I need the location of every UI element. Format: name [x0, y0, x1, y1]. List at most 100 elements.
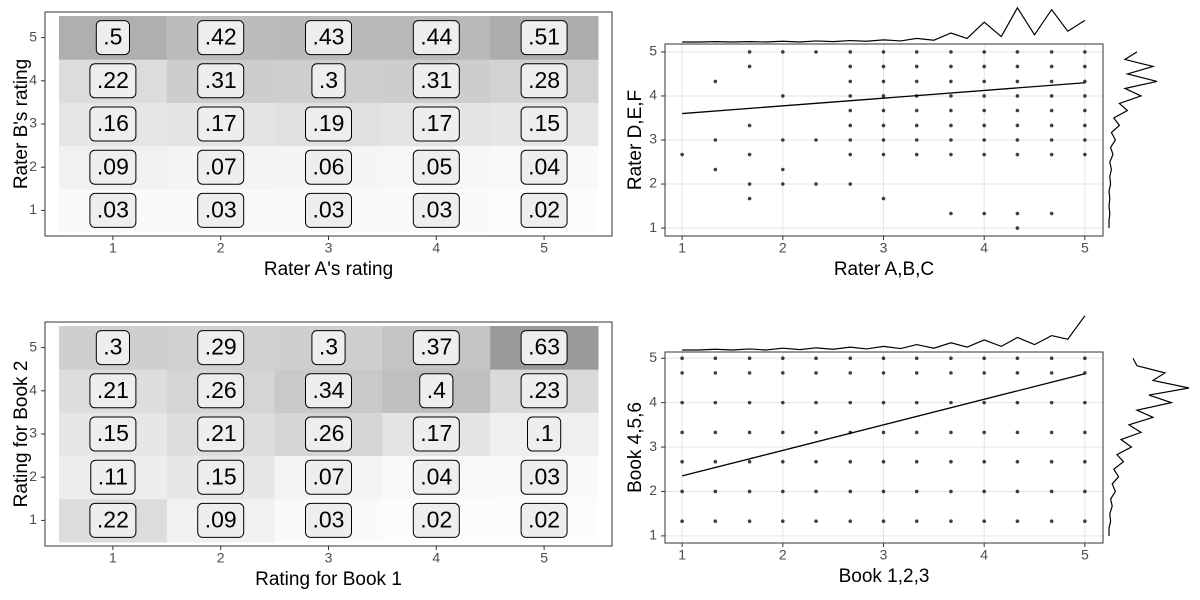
- x-tick-label: 5: [540, 240, 548, 256]
- cell-label-group: .09: [89, 149, 137, 185]
- point: [982, 64, 986, 69]
- label-box: [412, 502, 460, 538]
- point: [949, 211, 953, 216]
- point: [1083, 519, 1087, 524]
- point: [814, 50, 818, 54]
- point: [949, 79, 953, 84]
- point: [881, 371, 886, 375]
- cell-label-group: .26: [197, 373, 245, 409]
- x-tick-label: 1: [109, 550, 117, 566]
- y-tick-label: 2: [29, 158, 37, 174]
- label-box: [197, 20, 245, 56]
- point: [914, 400, 919, 405]
- point: [881, 123, 886, 128]
- point: [848, 123, 853, 128]
- cell-label: .03: [420, 196, 452, 222]
- point: [881, 400, 886, 405]
- cell-label-group: .22: [89, 63, 137, 99]
- cell-label: .21: [205, 420, 237, 446]
- point: [747, 356, 752, 361]
- trend-line: [682, 82, 1085, 115]
- x-tick-label: 4: [432, 240, 440, 256]
- label-box: [412, 20, 460, 56]
- label-box: [412, 63, 460, 99]
- x-axis-title: Rater A,B,C: [834, 259, 934, 280]
- x-tick-label: 1: [678, 240, 686, 256]
- x-tick-label: 1: [678, 547, 686, 563]
- cell-label-group: .34: [305, 373, 352, 409]
- point: [814, 356, 818, 361]
- x-tick-label: 5: [1081, 240, 1089, 256]
- cell-label-group: .22: [89, 502, 137, 538]
- cell-label-group: .42: [197, 20, 245, 56]
- label-box: [89, 149, 137, 185]
- point: [1083, 123, 1087, 128]
- label-box: [412, 416, 460, 452]
- cell-label-group: .1: [527, 416, 562, 452]
- cell-label: .15: [97, 420, 129, 446]
- cell-label-group: .04: [412, 459, 460, 495]
- cell-label: .04: [528, 153, 560, 179]
- cell-label-group: .17: [412, 106, 460, 142]
- point: [781, 489, 785, 494]
- y-tick-label: 5: [649, 43, 657, 59]
- point: [713, 138, 718, 142]
- point: [1049, 211, 1054, 216]
- label-box: [197, 192, 245, 228]
- cell-label: .3: [319, 334, 338, 360]
- point: [680, 371, 684, 375]
- cell-label: .15: [205, 463, 237, 489]
- point: [747, 400, 752, 405]
- point: [1049, 79, 1054, 84]
- label-box: [305, 416, 352, 452]
- cell-label: .42: [205, 24, 237, 50]
- cell-label: .17: [205, 110, 237, 136]
- label-box: [520, 373, 568, 409]
- point: [982, 371, 986, 375]
- point: [1049, 430, 1054, 435]
- point: [1049, 64, 1054, 69]
- cell-label: .3: [319, 67, 338, 93]
- point: [914, 519, 919, 524]
- point: [1015, 489, 1020, 494]
- x-tick-label: 2: [779, 547, 787, 563]
- point: [680, 519, 684, 524]
- cell-label-group: .5: [95, 20, 130, 56]
- point: [781, 182, 785, 186]
- cell-label: .21: [97, 377, 129, 403]
- cell-label: .4: [427, 377, 446, 403]
- point: [1083, 459, 1087, 464]
- point: [1049, 356, 1054, 361]
- point: [848, 519, 853, 524]
- point: [747, 152, 752, 157]
- point: [1015, 79, 1020, 84]
- cell-label: .37: [420, 334, 452, 360]
- point: [713, 519, 718, 524]
- cell-label-group: .03: [305, 192, 352, 228]
- point: [848, 356, 853, 361]
- x-axis-title: Rating for Book 1: [255, 569, 402, 590]
- point: [949, 108, 953, 113]
- point: [848, 94, 853, 98]
- y-tick-label: 3: [649, 131, 657, 147]
- cell-label: .07: [205, 153, 237, 179]
- cell-label: .31: [205, 67, 237, 93]
- y-tick-label: 3: [649, 438, 657, 454]
- point: [1049, 123, 1054, 128]
- point: [982, 430, 986, 435]
- point: [848, 371, 853, 375]
- cell-label-group: .09: [197, 502, 245, 538]
- point: [949, 519, 953, 524]
- label-box: [520, 502, 568, 538]
- point: [1015, 64, 1020, 69]
- point: [680, 430, 684, 435]
- point: [982, 138, 986, 142]
- cell-label-group: .44: [412, 20, 460, 56]
- cell-label: .07: [313, 463, 345, 489]
- label-box: [520, 106, 568, 142]
- cell-label: .05: [420, 153, 452, 179]
- point: [914, 108, 919, 113]
- cell-label-group: .28: [520, 63, 568, 99]
- point: [781, 519, 785, 524]
- y-tick-label: 2: [649, 482, 657, 498]
